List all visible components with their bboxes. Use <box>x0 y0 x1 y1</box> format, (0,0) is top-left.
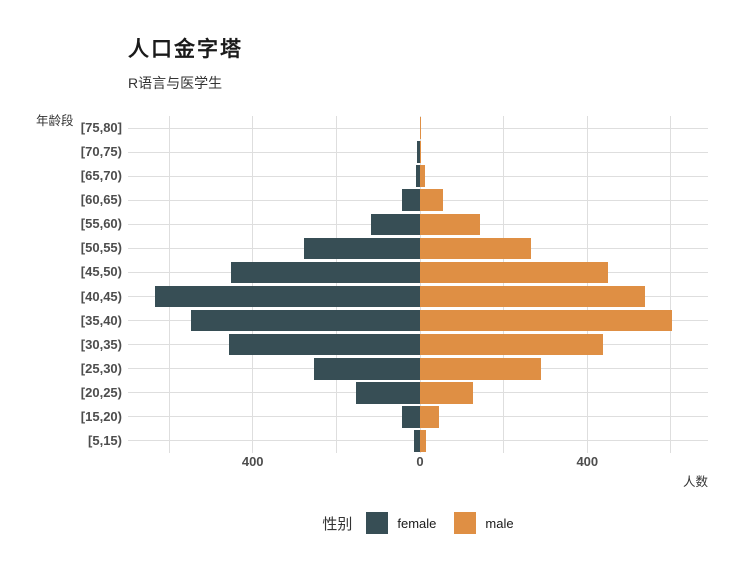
y-tick-label: [45,50) <box>80 264 122 280</box>
chart-title: 人口金字塔 <box>128 36 243 61</box>
y-tick-label: [40,45) <box>80 288 122 304</box>
legend-item-female: female <box>366 512 436 534</box>
gridline-vertical <box>252 116 254 453</box>
y-tick-label: [60,65) <box>80 192 122 208</box>
bar-female <box>355 382 420 404</box>
bar-female <box>402 406 420 428</box>
x-tick-label: 0 <box>416 454 424 469</box>
legend-title: 性别 <box>322 515 353 533</box>
bar-female <box>313 357 420 380</box>
legend-label-female: female <box>397 515 437 531</box>
bar-male <box>420 382 474 404</box>
bar-male <box>420 237 532 260</box>
bar-female <box>415 165 420 187</box>
gridline-vertical <box>419 116 421 453</box>
y-tick-label: [20,25) <box>80 384 122 400</box>
x-tick-label: 400 <box>241 454 264 469</box>
x-axis-label: 人数 <box>682 475 708 489</box>
gridline-horizontal <box>128 127 708 129</box>
bar-male <box>420 309 672 332</box>
bar-female <box>191 309 420 332</box>
bar-male <box>420 189 444 212</box>
bar-male <box>420 285 646 308</box>
y-tick-label: [50,55) <box>80 240 122 256</box>
bar-female <box>231 261 420 284</box>
x-tick-label: 400 <box>576 454 599 469</box>
bar-male <box>420 165 426 187</box>
gridline-vertical <box>168 116 170 453</box>
gridline-vertical <box>670 116 672 453</box>
bar-male <box>420 406 440 428</box>
bar-male <box>420 333 604 356</box>
y-tick-label: [75,80] <box>80 120 122 136</box>
bar-male <box>420 141 421 163</box>
legend-label-male: male <box>485 515 514 531</box>
plot-panel <box>128 116 708 453</box>
legend: 性别 female male <box>128 509 708 537</box>
bar-male <box>420 357 541 380</box>
gridline-vertical <box>503 116 505 453</box>
y-tick-label: [5,15) <box>88 432 122 448</box>
gridline-vertical <box>586 116 588 453</box>
bar-male <box>420 213 481 236</box>
chart-subtitle: R语言与医学生 <box>128 75 223 91</box>
bar-female <box>371 213 420 236</box>
bar-female <box>401 189 420 212</box>
bar-female <box>228 333 420 356</box>
bar-female <box>417 141 420 163</box>
y-tick-label: [65,70) <box>80 168 122 184</box>
y-axis-label: 年龄段 <box>36 114 74 128</box>
legend-item-male: male <box>454 512 514 534</box>
y-tick-label: [25,30) <box>80 360 122 376</box>
legend-swatch-male <box>454 512 477 534</box>
y-tick-label: [15,20) <box>80 408 122 424</box>
legend-swatch-female <box>366 512 389 534</box>
bar-male <box>420 261 609 284</box>
y-tick-label: [70,75) <box>80 144 122 160</box>
y-tick-label: [30,35) <box>80 336 122 352</box>
bar-female <box>414 430 420 452</box>
gridline-vertical <box>335 116 337 453</box>
y-tick-label: [55,60) <box>80 216 122 232</box>
bar-female <box>303 237 420 260</box>
legend-items: female male <box>366 512 514 534</box>
y-tick-label: [35,40) <box>80 312 122 328</box>
bar-female <box>155 285 420 308</box>
bar-male <box>420 430 426 452</box>
